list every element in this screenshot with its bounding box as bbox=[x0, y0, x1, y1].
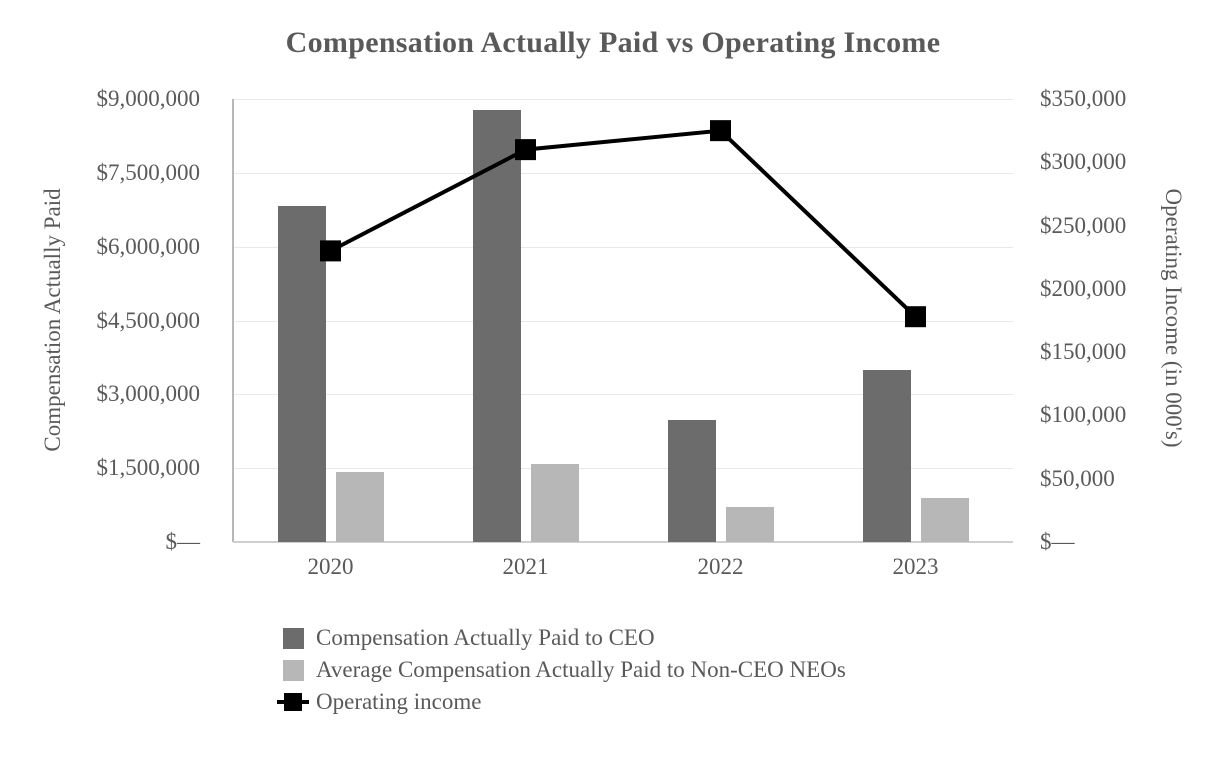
gridline bbox=[233, 99, 1013, 100]
bar-ceo-2021 bbox=[472, 109, 521, 542]
operating-income-line bbox=[329, 128, 917, 319]
left-tick-label: $9,000,000 bbox=[96, 86, 201, 111]
left-tick-label: $3,000,000 bbox=[96, 381, 201, 407]
y-axis-line bbox=[232, 99, 234, 542]
legend-swatch-0 bbox=[283, 627, 304, 649]
left-tick-label: $7,500,000 bbox=[96, 159, 201, 185]
right-axis-title: Operating Income (in 000's) bbox=[1161, 188, 1186, 448]
gridline bbox=[233, 172, 1013, 174]
line-marker-2022 bbox=[710, 120, 731, 142]
legend-label-1: Average Compensation Actually Paid to No… bbox=[316, 657, 846, 682]
right-tick-label: $100,000 bbox=[1040, 402, 1127, 428]
gridline bbox=[233, 320, 1013, 322]
bar-ceo-2023 bbox=[862, 369, 911, 542]
legend-label-0: Compensation Actually Paid to CEO bbox=[316, 625, 655, 650]
bar-ceo-2022 bbox=[667, 419, 716, 542]
operating-income-line-layer bbox=[320, 120, 926, 328]
bar-neo-2020 bbox=[335, 471, 384, 542]
gridline bbox=[233, 246, 1013, 248]
left-tick-label: $1,500,000 bbox=[96, 455, 201, 481]
right-tick-label: $350,000 bbox=[1040, 86, 1127, 111]
right-tick-label: $150,000 bbox=[1040, 339, 1127, 365]
legend-item-1: Average Compensation Actually Paid to No… bbox=[283, 654, 846, 686]
bar-neo-2021 bbox=[530, 464, 579, 542]
line-marker-2020 bbox=[320, 240, 341, 262]
bar-neo-2023 bbox=[920, 498, 969, 542]
left-tick-label: $4,500,000 bbox=[96, 307, 201, 333]
bar-neo-2022 bbox=[725, 507, 774, 542]
right-tick-label: $50,000 bbox=[1040, 465, 1115, 491]
legend: Compensation Actually Paid to CEO Average… bbox=[277, 622, 846, 718]
legend-swatch-1 bbox=[283, 659, 304, 681]
line-marker-2021 bbox=[515, 139, 536, 161]
x-tick-label-2020: 2020 bbox=[307, 554, 354, 579]
x-axis-line bbox=[233, 541, 1013, 543]
legend-line-square bbox=[284, 693, 302, 711]
right-tick-label: $250,000 bbox=[1040, 212, 1127, 238]
gridline bbox=[233, 394, 1013, 396]
legend-item-0: Compensation Actually Paid to CEO bbox=[283, 622, 846, 654]
right-tick-label: $200,000 bbox=[1040, 275, 1127, 301]
legend-item-2: Operating income bbox=[277, 686, 846, 718]
left-tick-label: $6,000,000 bbox=[96, 233, 201, 259]
right-tick-label: $300,000 bbox=[1040, 149, 1127, 175]
bar-ceo-2020 bbox=[277, 205, 326, 542]
x-tick-label-2023: 2023 bbox=[892, 554, 939, 579]
line-marker-2023 bbox=[905, 306, 926, 328]
legend-line-marker-swatch bbox=[277, 691, 309, 713]
legend-label-2: Operating income bbox=[316, 689, 482, 714]
chart-title: Compensation Actually Paid vs Operating … bbox=[285, 26, 941, 59]
gridline bbox=[233, 468, 1013, 470]
x-tick-label-2021: 2021 bbox=[502, 554, 549, 579]
left-tick-label: $— bbox=[165, 529, 201, 554]
plot-area bbox=[232, 99, 1013, 543]
x-tick-label-2022: 2022 bbox=[697, 554, 744, 579]
right-tick-label: $— bbox=[1040, 529, 1075, 554]
